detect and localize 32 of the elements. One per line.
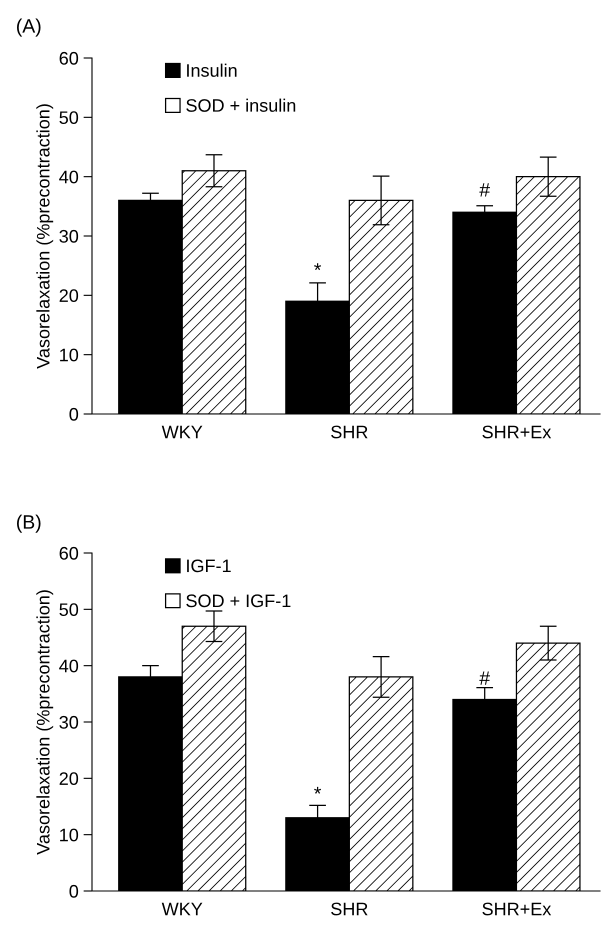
- x-tick-label: SHR: [331, 426, 368, 438]
- annotation: #: [479, 671, 490, 685]
- x-tick-label: SHR+Ex: [482, 902, 552, 916]
- x-tick-label: SHR+Ex: [482, 426, 552, 438]
- y-tick-label: 10: [60, 348, 78, 362]
- y-tick-label: 20: [60, 289, 78, 302]
- y-tick-label: 50: [59, 111, 78, 124]
- y-tick-label: 30: [59, 716, 78, 729]
- y-tick-label: 60: [60, 52, 78, 65]
- y-axis-title: Vasorelaxation (%precontraction): [36, 104, 54, 369]
- legend-label: Insulin: [187, 64, 236, 77]
- y-tick-label: 20: [60, 772, 78, 786]
- y-axis-title: Vasorelaxation (%precontraction): [36, 590, 54, 855]
- x-tick-label: WKY: [162, 902, 202, 916]
- legend-label: IGF-1: [187, 559, 231, 572]
- y-tick-label: 40: [59, 170, 78, 184]
- annotation: *: [314, 263, 322, 270]
- y-tick-label: 0: [69, 884, 78, 898]
- legend-label: SOD + insulin: [186, 98, 296, 112]
- y-tick-label: 0: [69, 408, 78, 421]
- annotation: #: [479, 183, 490, 197]
- y-tick-label: 40: [59, 660, 78, 672]
- chart-title: (B): [17, 514, 41, 533]
- y-tick-label: 10: [60, 828, 78, 842]
- x-tick-label: SHR: [331, 902, 368, 916]
- y-tick-label: 30: [59, 230, 78, 243]
- annotation: *: [314, 786, 322, 794]
- y-tick-label: 60: [60, 546, 78, 560]
- y-tick-label: 50: [59, 603, 78, 616]
- x-tick-label: WKY: [162, 426, 202, 438]
- legend-label: SOD + IGF-1: [186, 594, 290, 608]
- chart-title: (A): [17, 18, 41, 37]
